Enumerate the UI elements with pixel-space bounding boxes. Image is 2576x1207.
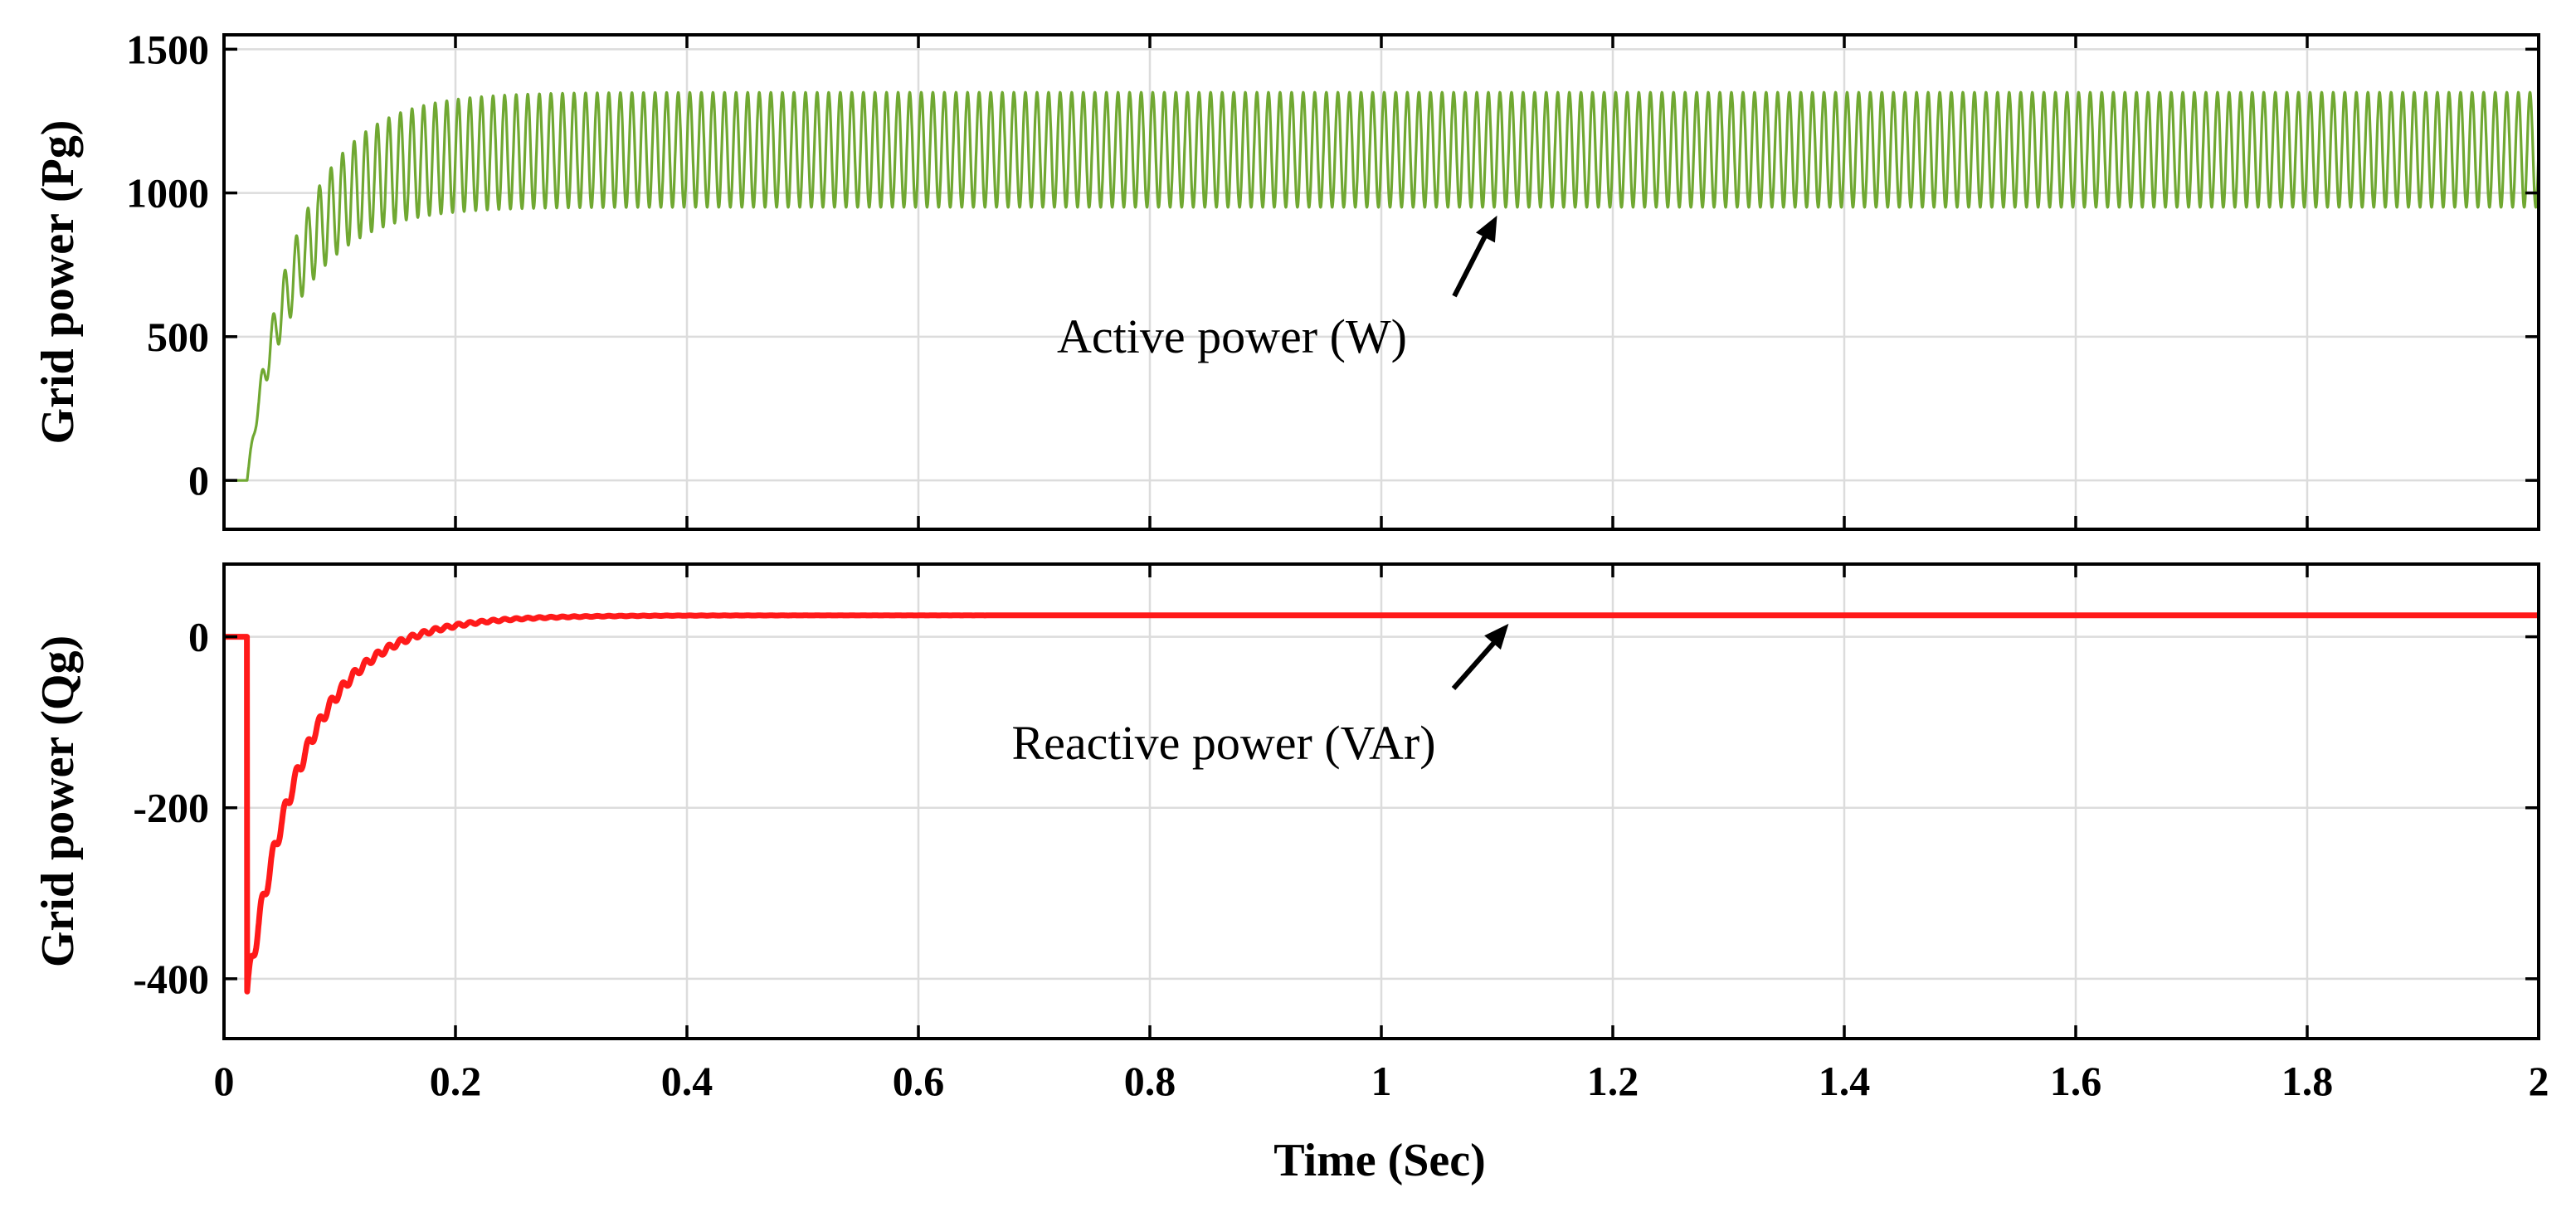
- x-tick-label: 0.6: [893, 1058, 945, 1104]
- annotation-arrow-shaft: [1452, 224, 1493, 298]
- annotation-arrow-head: [1475, 215, 1497, 243]
- active-power-line: [222, 90, 2540, 482]
- active-power-panel: 0 500 1000 1500 Grid power (Pg) Active power …: [32, 26, 2540, 531]
- y-tick-label: 0: [188, 614, 209, 660]
- x-tick-label: 0.8: [1124, 1058, 1176, 1104]
- x-tick-label: 1.8: [2281, 1058, 2334, 1104]
- reactive-power-line: [221, 612, 2542, 995]
- annotation-arrow-head: [1484, 623, 1509, 650]
- reactive-power-annotation: Reactive power (VAr): [1011, 716, 1435, 770]
- x-tick-label: 2: [2529, 1058, 2549, 1104]
- x-tick-label: 1.2: [1587, 1058, 1639, 1104]
- y-axis-title: Grid power (Qg): [32, 635, 84, 967]
- y-tick-label: 1000: [126, 170, 209, 217]
- y-tick-label: 1500: [126, 26, 209, 72]
- x-tick-label: 1.4: [1819, 1058, 1871, 1104]
- active-power-annotation: Active power (W): [1057, 309, 1407, 363]
- y-tick-label: 0: [188, 457, 209, 504]
- x-axis-title: Time (Sec): [1273, 1135, 1486, 1186]
- x-tick-label: 0: [214, 1058, 235, 1104]
- x-tick-label: 1: [1371, 1058, 1392, 1104]
- y-axis-title: Grid power (Pg): [32, 120, 84, 445]
- y-tick-label: -400: [133, 956, 209, 1002]
- y-tick-label: -200: [133, 785, 209, 831]
- reactive-power-panel: -400 -200 0 0 0.2 0.4 0.6 0.8 1 1.2 1.4 1.6 1.8 2 Time…: [32, 562, 2549, 1186]
- x-tick-label: 1.6: [2050, 1058, 2102, 1104]
- x-tick-label: 0.2: [430, 1058, 482, 1104]
- x-tick-label: 0.4: [661, 1058, 713, 1104]
- y-tick-label: 500: [147, 314, 209, 360]
